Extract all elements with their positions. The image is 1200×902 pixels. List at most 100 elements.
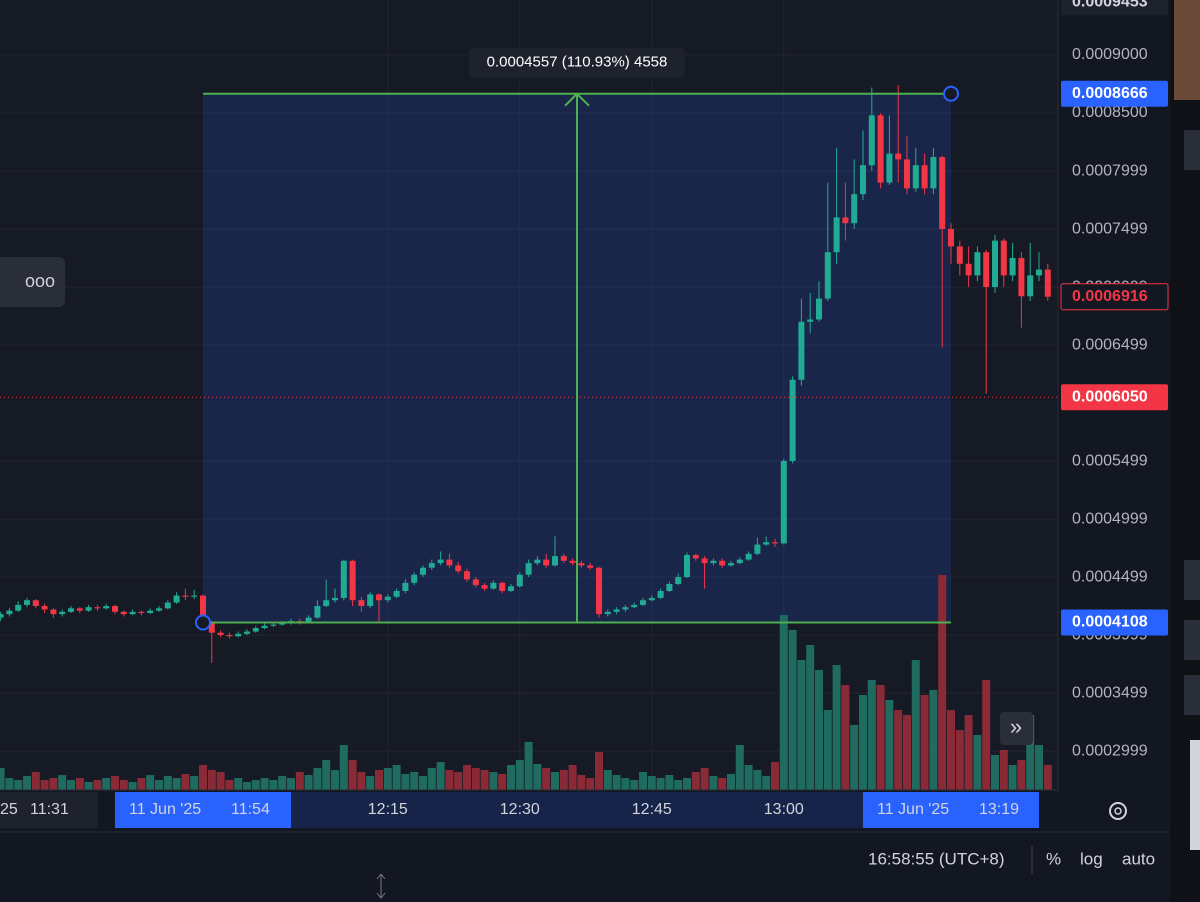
volume-bar bbox=[612, 775, 621, 790]
volume-bar bbox=[383, 768, 392, 790]
candle-body bbox=[164, 602, 171, 609]
y-tick-label: 0.0004499 bbox=[1072, 568, 1148, 585]
x-tick-label: 13:00 bbox=[764, 801, 804, 818]
measure-price-label: 0.0008666 bbox=[1072, 85, 1148, 102]
volume-bar bbox=[709, 776, 718, 790]
candle-body bbox=[789, 379, 796, 462]
candle-body bbox=[516, 574, 523, 587]
volume-bar bbox=[375, 770, 383, 790]
volume-bar bbox=[964, 715, 973, 790]
measure-date-label: 11 Jun '25 bbox=[129, 801, 201, 818]
volume-bar bbox=[304, 775, 313, 790]
volume-bar bbox=[577, 775, 586, 790]
candle-body bbox=[24, 600, 30, 605]
volume-bar bbox=[753, 770, 762, 790]
candle-body bbox=[587, 565, 594, 568]
volume-bar bbox=[357, 772, 366, 790]
candle-body bbox=[860, 165, 866, 195]
measure-handle[interactable] bbox=[195, 614, 211, 631]
volume-bar bbox=[427, 768, 436, 790]
candle-body bbox=[235, 633, 242, 637]
volume-bar bbox=[119, 780, 128, 790]
candle-body bbox=[604, 611, 611, 615]
candle-body bbox=[877, 115, 884, 183]
price-label: 0.0009453 bbox=[1072, 0, 1148, 11]
volume-bar bbox=[471, 768, 480, 790]
measure-time-box bbox=[115, 792, 291, 828]
candle-body bbox=[173, 595, 180, 603]
volume-bar bbox=[700, 768, 709, 790]
volume-bar bbox=[251, 780, 260, 790]
candle-body bbox=[156, 608, 162, 611]
volume-bar bbox=[674, 780, 683, 790]
auto-toggle[interactable]: auto bbox=[1122, 849, 1155, 868]
candle-body bbox=[648, 597, 655, 601]
settings-icon[interactable] bbox=[1109, 802, 1127, 820]
volume-bar bbox=[1043, 765, 1052, 790]
volume-bar bbox=[823, 710, 832, 790]
avatar[interactable] bbox=[1174, 0, 1200, 100]
resize-handle[interactable] bbox=[376, 873, 386, 899]
candle-body bbox=[824, 252, 831, 299]
candle-body bbox=[464, 571, 470, 580]
volume-bar bbox=[797, 660, 806, 790]
candle-body bbox=[6, 610, 13, 615]
scroll-to-realtime[interactable] bbox=[1000, 712, 1033, 745]
log-toggle[interactable]: log bbox=[1080, 849, 1103, 868]
volume-bar bbox=[876, 685, 885, 790]
candle-body bbox=[499, 582, 506, 591]
side-thumb[interactable] bbox=[1184, 130, 1200, 170]
volume-bar bbox=[295, 772, 304, 790]
y-tick-label: 0.0004999 bbox=[1072, 510, 1148, 527]
volume-bar bbox=[128, 782, 137, 790]
volume-bar bbox=[630, 780, 639, 790]
volume-bar bbox=[172, 778, 181, 790]
candle-body bbox=[992, 240, 998, 287]
volume-bar bbox=[999, 750, 1008, 790]
volume-bar bbox=[243, 782, 251, 790]
side-thumb[interactable] bbox=[1184, 675, 1200, 715]
volume-bar bbox=[190, 776, 199, 790]
candle-body bbox=[68, 608, 74, 612]
volume-bar bbox=[771, 762, 779, 790]
candle-body bbox=[481, 585, 488, 589]
candle-body bbox=[807, 319, 814, 322]
volume-bar bbox=[991, 755, 999, 790]
candle-body bbox=[780, 461, 787, 544]
candle-body bbox=[32, 600, 39, 607]
measure-price-box bbox=[1061, 80, 1168, 107]
candle-body bbox=[983, 252, 990, 287]
candle-body bbox=[974, 252, 981, 276]
y-tick-label: 0.0005499 bbox=[1072, 452, 1148, 469]
menu-button[interactable] bbox=[0, 257, 65, 307]
volume-bar bbox=[841, 685, 850, 790]
y-tick-label: 0.0003499 bbox=[1072, 684, 1148, 701]
volume-bar bbox=[31, 772, 40, 790]
candle-body bbox=[754, 544, 761, 554]
candle-body bbox=[596, 567, 602, 615]
side-thumb[interactable] bbox=[1184, 620, 1200, 660]
candle-body bbox=[76, 608, 83, 611]
candle-body bbox=[833, 217, 840, 253]
candle-body bbox=[94, 607, 101, 609]
side-thumb[interactable] bbox=[1184, 560, 1200, 600]
candle-body bbox=[684, 554, 690, 578]
x-tick-label: 12:15 bbox=[368, 801, 408, 818]
x-tick-label: 12:45 bbox=[632, 801, 672, 818]
volume-bar bbox=[207, 770, 216, 790]
volume-bar bbox=[656, 778, 665, 790]
candle-body bbox=[631, 604, 638, 608]
y-tick-label: 0.0009000 bbox=[1072, 46, 1148, 63]
percent-toggle[interactable]: % bbox=[1046, 849, 1061, 868]
volume-bar bbox=[23, 776, 31, 790]
volume-bar bbox=[903, 715, 911, 790]
candle-body bbox=[103, 606, 110, 609]
candle-body bbox=[50, 609, 57, 615]
measure-handle[interactable] bbox=[943, 85, 959, 102]
candle-body bbox=[15, 604, 22, 611]
volume-bar bbox=[260, 778, 269, 790]
y-tick-label: 0.0007999 bbox=[1072, 162, 1148, 179]
candle-body bbox=[340, 560, 347, 598]
volume-bar bbox=[111, 776, 119, 790]
volume-bar bbox=[665, 775, 674, 790]
